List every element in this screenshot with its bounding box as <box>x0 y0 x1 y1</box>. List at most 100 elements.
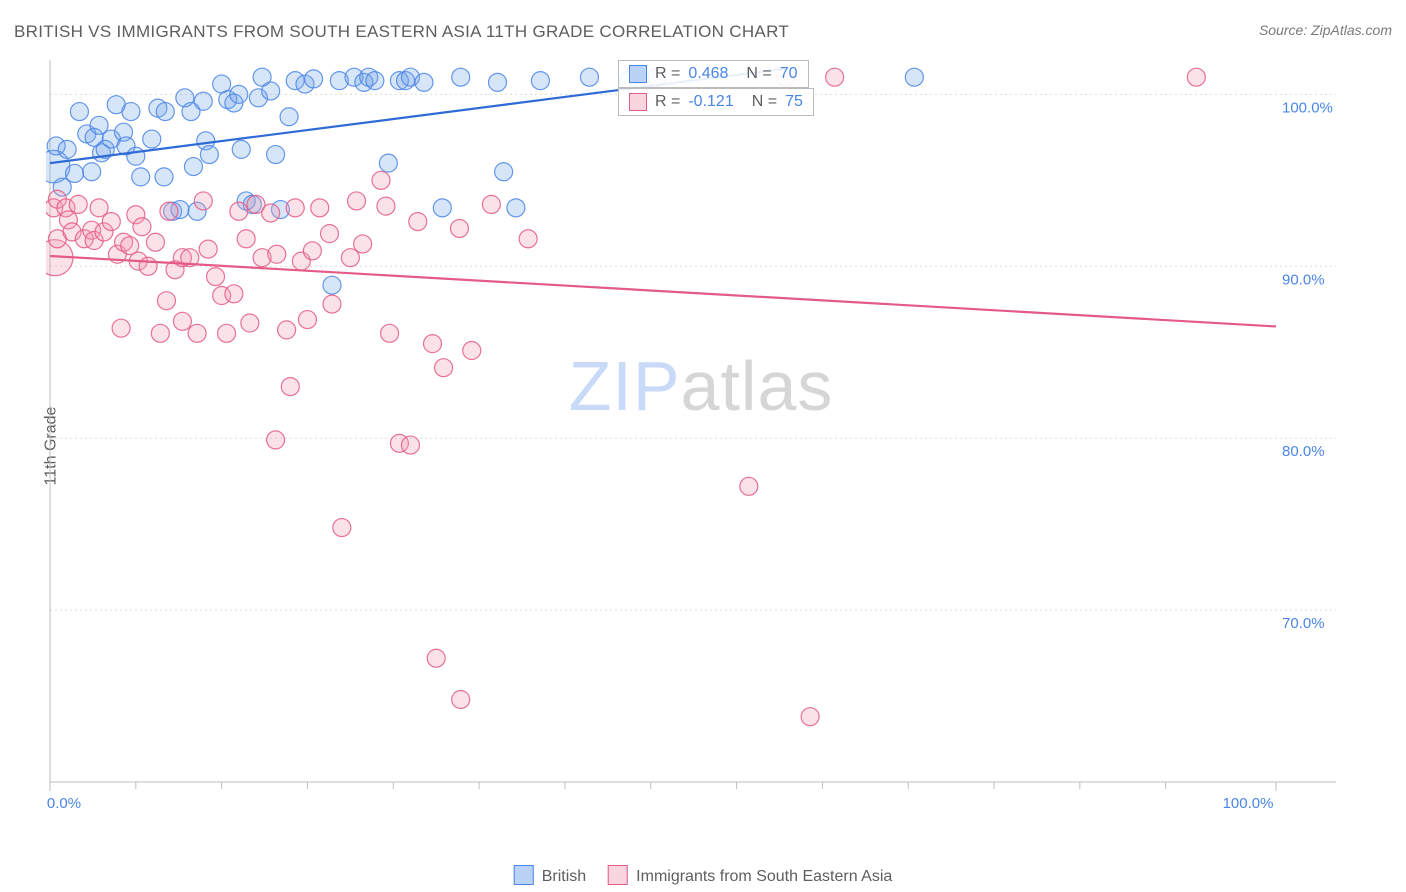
scatter-plot: 0.0%100.0%70.0%80.0%90.0%100.0% <box>46 52 1356 812</box>
data-point <box>232 140 250 158</box>
n-label: N = <box>752 93 777 111</box>
data-point <box>519 230 537 248</box>
data-point <box>199 240 217 258</box>
data-point <box>366 72 384 90</box>
data-point <box>482 195 500 213</box>
data-point <box>435 359 453 377</box>
legend: British Immigrants from South Eastern Asi… <box>514 865 893 886</box>
n-label: N = <box>746 65 771 83</box>
data-point <box>801 708 819 726</box>
data-point <box>333 519 351 537</box>
data-point <box>160 202 178 220</box>
data-point <box>127 147 145 165</box>
data-point <box>495 163 513 181</box>
data-point <box>323 276 341 294</box>
data-point <box>1187 68 1205 86</box>
data-point <box>194 192 212 210</box>
data-point <box>298 311 316 329</box>
data-point <box>139 257 157 275</box>
data-point <box>740 477 758 495</box>
data-point <box>66 164 84 182</box>
data-point <box>268 245 286 263</box>
data-point <box>267 146 285 164</box>
data-point <box>157 292 175 310</box>
data-point <box>102 213 120 231</box>
series-swatch <box>629 65 647 83</box>
data-point <box>112 319 130 337</box>
data-point <box>132 168 150 186</box>
data-point <box>278 321 296 339</box>
n-value: 70 <box>780 65 798 83</box>
data-point <box>377 197 395 215</box>
r-value: 0.468 <box>688 65 728 83</box>
data-point <box>133 218 151 236</box>
source-prefix: Source: <box>1259 22 1311 38</box>
data-point <box>531 72 549 90</box>
data-point <box>155 168 173 186</box>
data-point <box>463 342 481 360</box>
data-point <box>424 335 442 353</box>
y-tick-label: 70.0% <box>1282 615 1325 632</box>
data-point <box>507 199 525 217</box>
data-point <box>230 85 248 103</box>
data-point <box>826 68 844 86</box>
data-point <box>488 73 506 91</box>
data-point <box>207 268 225 286</box>
correlation-box: R =-0.121N =75 <box>618 88 814 116</box>
data-point <box>143 130 161 148</box>
chart-header: BRITISH VS IMMIGRANTS FROM SOUTH EASTERN… <box>14 22 1392 42</box>
data-point <box>262 82 280 100</box>
data-point <box>305 70 323 88</box>
data-point <box>580 68 598 86</box>
data-point <box>323 295 341 313</box>
legend-label: British <box>542 868 586 885</box>
data-point <box>184 158 202 176</box>
data-point <box>381 324 399 342</box>
data-point <box>281 378 299 396</box>
data-point <box>156 103 174 121</box>
legend-item: British <box>514 865 586 886</box>
y-tick-label: 100.0% <box>1282 99 1333 116</box>
r-label: R = <box>655 65 680 83</box>
data-point <box>286 199 304 217</box>
data-point <box>241 314 259 332</box>
chart-area: 0.0%100.0%70.0%80.0%90.0%100.0% ZIPatlas… <box>46 52 1356 812</box>
x-tick-label: 0.0% <box>47 795 81 812</box>
legend-label: Immigrants from South Eastern Asia <box>636 868 892 885</box>
data-point <box>303 242 321 260</box>
source-name: ZipAtlas.com <box>1311 22 1392 38</box>
data-point <box>267 431 285 449</box>
n-value: 75 <box>785 93 803 111</box>
data-point <box>321 225 339 243</box>
data-point <box>348 192 366 210</box>
series-swatch <box>629 93 647 111</box>
data-point <box>427 649 445 667</box>
data-point <box>280 108 298 126</box>
data-point <box>409 213 427 231</box>
data-point <box>905 68 923 86</box>
data-point <box>225 285 243 303</box>
legend-swatch <box>608 865 628 885</box>
legend-swatch <box>514 865 534 885</box>
y-tick-label: 80.0% <box>1282 443 1325 460</box>
data-point <box>433 199 451 217</box>
data-point <box>230 202 248 220</box>
r-label: R = <box>655 93 680 111</box>
data-point <box>70 103 88 121</box>
data-point <box>262 204 280 222</box>
data-point <box>401 436 419 454</box>
data-point <box>83 163 101 181</box>
x-tick-label: 100.0% <box>1223 795 1274 812</box>
data-point <box>379 154 397 172</box>
data-point <box>372 171 390 189</box>
data-point <box>452 690 470 708</box>
data-point <box>218 324 236 342</box>
data-point <box>188 324 206 342</box>
legend-item: Immigrants from South Eastern Asia <box>608 865 892 886</box>
data-point <box>311 199 329 217</box>
correlation-box: R = 0.468 N = 70 <box>618 60 809 88</box>
data-point <box>146 233 164 251</box>
source-attribution: Source: ZipAtlas.com <box>1259 22 1392 38</box>
data-point <box>200 146 218 164</box>
data-point <box>194 92 212 110</box>
